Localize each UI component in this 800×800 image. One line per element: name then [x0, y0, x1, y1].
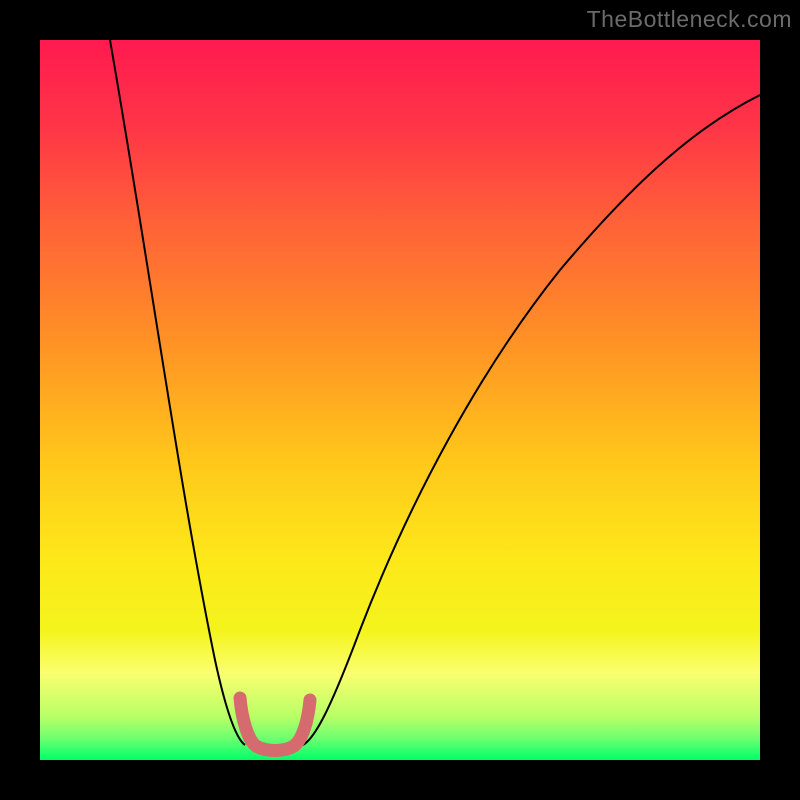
gradient-background — [40, 40, 760, 760]
gradient-chart-svg — [40, 40, 760, 760]
watermark-text: TheBottleneck.com — [587, 6, 792, 33]
chart-area — [40, 40, 760, 760]
outer-frame: TheBottleneck.com — [0, 0, 800, 800]
